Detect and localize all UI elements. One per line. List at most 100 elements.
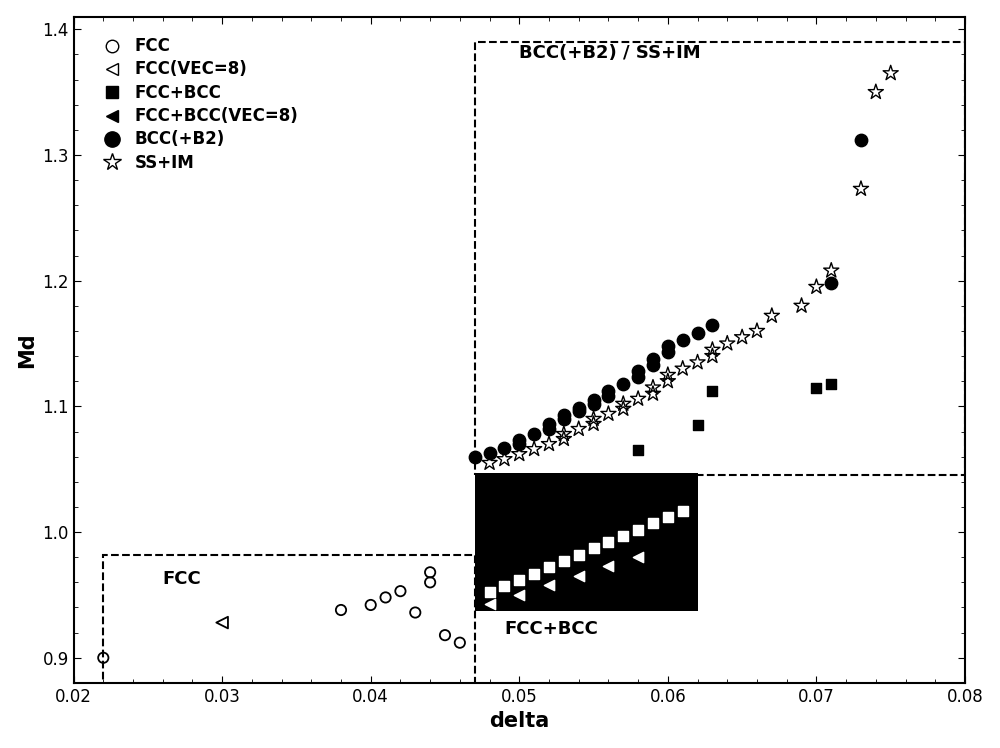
BCC(+B2) <box>600 385 616 397</box>
SS+IM <box>690 356 706 368</box>
SS+IM <box>823 265 839 277</box>
Point <box>482 586 498 598</box>
SS+IM <box>556 428 572 440</box>
SS+IM <box>719 337 735 349</box>
FCC <box>363 599 379 611</box>
BCC(+B2) <box>526 428 542 440</box>
SS+IM <box>853 183 869 195</box>
Point <box>511 574 527 586</box>
BCC(+B2) <box>586 394 602 406</box>
FCC <box>422 577 438 589</box>
FCC+BCC <box>808 381 824 393</box>
BCC(+B2) <box>660 340 676 352</box>
FCC+BCC <box>704 385 720 397</box>
SS+IM <box>808 281 824 293</box>
BCC(+B2) <box>690 328 706 340</box>
Text: BCC(+B2) / SS+IM: BCC(+B2) / SS+IM <box>519 44 701 62</box>
SS+IM <box>600 408 616 420</box>
SS+IM <box>645 387 661 399</box>
BCC(+B2) <box>556 413 572 425</box>
Point <box>496 580 512 592</box>
SS+IM <box>586 418 602 430</box>
Point <box>586 542 602 554</box>
BCC(+B2) <box>660 346 676 358</box>
SS+IM <box>794 300 810 312</box>
FCC <box>392 585 408 597</box>
Point <box>630 524 646 536</box>
SS+IM <box>704 344 720 356</box>
Point <box>600 560 616 572</box>
BCC(+B2) <box>600 390 616 402</box>
SS+IM <box>586 413 602 425</box>
SS+IM <box>660 375 676 387</box>
BCC(+B2) <box>571 405 587 417</box>
SS+IM <box>764 310 780 322</box>
SS+IM <box>541 438 557 450</box>
Point <box>660 511 676 523</box>
X-axis label: delta: delta <box>489 711 549 732</box>
BCC(+B2) <box>511 438 527 450</box>
BCC(+B2) <box>645 352 661 364</box>
Text: FCC+BCC: FCC+BCC <box>504 620 598 638</box>
Point <box>645 518 661 530</box>
FCC <box>378 592 394 604</box>
BCC(+B2) <box>541 423 557 435</box>
FCC <box>407 607 423 619</box>
Point <box>541 579 557 591</box>
Point <box>600 536 616 548</box>
BCC(+B2) <box>467 450 483 462</box>
BCC(+B2) <box>586 398 602 410</box>
BCC(+B2) <box>853 134 869 146</box>
SS+IM <box>734 331 750 343</box>
BCC(+B2) <box>645 359 661 371</box>
BCC(+B2) <box>482 447 498 459</box>
Point <box>630 551 646 563</box>
FCC <box>95 652 111 663</box>
SS+IM <box>704 350 720 362</box>
Point <box>526 568 542 580</box>
SS+IM <box>749 325 765 337</box>
FCC <box>437 629 453 641</box>
Bar <box>475 42 965 476</box>
Point <box>556 555 572 567</box>
Text: FCC: FCC <box>163 570 201 588</box>
SS+IM <box>556 433 572 445</box>
Legend: FCC, FCC(VEC=8), FCC+BCC, FCC+BCC(VEC=8), BCC(+B2), SS+IM: FCC, FCC(VEC=8), FCC+BCC, FCC+BCC(VEC=8)… <box>90 31 304 178</box>
BCC(+B2) <box>823 278 839 289</box>
BCC(+B2) <box>511 435 527 447</box>
SS+IM <box>526 443 542 455</box>
Y-axis label: Md: Md <box>17 332 37 367</box>
BCC(+B2) <box>704 319 720 331</box>
FCC+BCC <box>823 378 839 390</box>
BCC(+B2) <box>571 402 587 414</box>
SS+IM <box>883 67 899 79</box>
Point <box>511 589 527 601</box>
SS+IM <box>571 423 587 435</box>
FCC+BCC <box>690 419 706 431</box>
FCC <box>452 637 468 649</box>
Bar <box>103 555 475 688</box>
SS+IM <box>645 381 661 393</box>
BCC(+B2) <box>675 334 691 346</box>
BCC(+B2) <box>496 442 512 454</box>
BCC(+B2) <box>615 378 631 390</box>
Point <box>615 530 631 542</box>
Point <box>675 505 691 517</box>
Point <box>482 598 498 610</box>
SS+IM <box>482 457 498 469</box>
FCC <box>333 604 349 616</box>
BCC(+B2) <box>630 365 646 377</box>
SS+IM <box>675 363 691 375</box>
FCC(VEC=8) <box>214 616 230 628</box>
BCC(+B2) <box>556 409 572 421</box>
SS+IM <box>615 398 631 410</box>
SS+IM <box>868 86 884 98</box>
Point <box>571 570 587 582</box>
SS+IM <box>615 403 631 415</box>
SS+IM <box>630 393 646 405</box>
SS+IM <box>496 453 512 465</box>
BCC(+B2) <box>630 372 646 384</box>
Bar <box>475 473 698 611</box>
BCC(+B2) <box>541 418 557 430</box>
FCC+BCC <box>630 444 646 456</box>
